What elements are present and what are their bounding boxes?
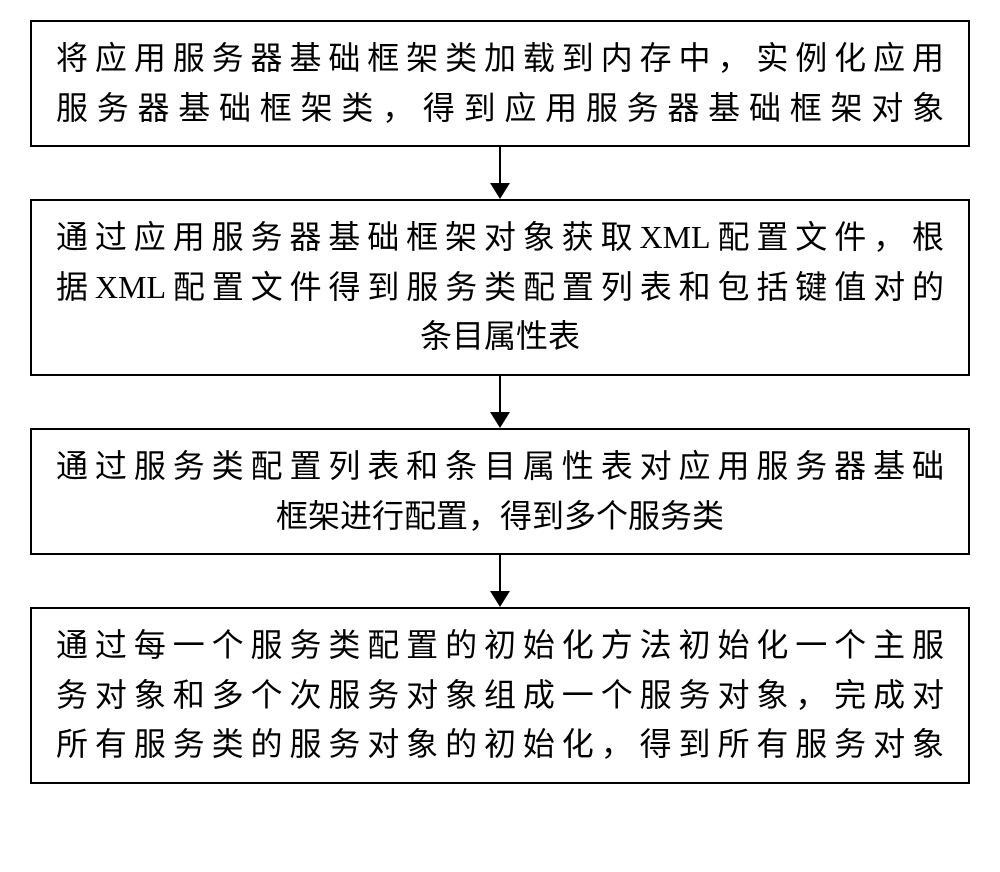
node-text-line: 通过应用服务器基础框架对象获取XML配置文件，根 [56,213,944,263]
node-text-line: 据XML配置文件得到服务类配置列表和包括键值对的 [56,263,944,313]
flowchart-container: 将应用服务器基础框架类加载到内存中，实例化应用 服务器基础框架类，得到应用服务器… [30,20,970,784]
node-text-line: 务对象和多个次服务对象组成一个服务对象，完成对 [56,671,944,721]
node-text-line: 通过每一个服务类配置的初始化方法初始化一个主服 [56,621,944,671]
node-text-line: 通过服务类配置列表和条目属性表对应用服务器基础 [56,442,944,492]
flowchart-node: 通过服务类配置列表和条目属性表对应用服务器基础 框架进行配置，得到多个服务类 [30,428,970,555]
arrow-down-icon [490,147,510,199]
arrow-down-icon [490,555,510,607]
node-text-line: 将应用服务器基础框架类加载到内存中，实例化应用 [56,34,944,84]
node-text-line: 服务器基础框架类，得到应用服务器基础框架对象 [56,84,944,134]
flowchart-node: 将应用服务器基础框架类加载到内存中，实例化应用 服务器基础框架类，得到应用服务器… [30,20,970,147]
node-text-line: 所有服务类的服务对象的初始化，得到所有服务对象 [56,720,944,770]
node-text-line: 条目属性表 [56,312,944,362]
flowchart-node: 通过每一个服务类配置的初始化方法初始化一个主服 务对象和多个次服务对象组成一个服… [30,607,970,784]
flowchart-node: 通过应用服务器基础框架对象获取XML配置文件，根 据XML配置文件得到服务类配置… [30,199,970,376]
arrow-down-icon [490,376,510,428]
node-text-line: 框架进行配置，得到多个服务类 [56,492,944,542]
